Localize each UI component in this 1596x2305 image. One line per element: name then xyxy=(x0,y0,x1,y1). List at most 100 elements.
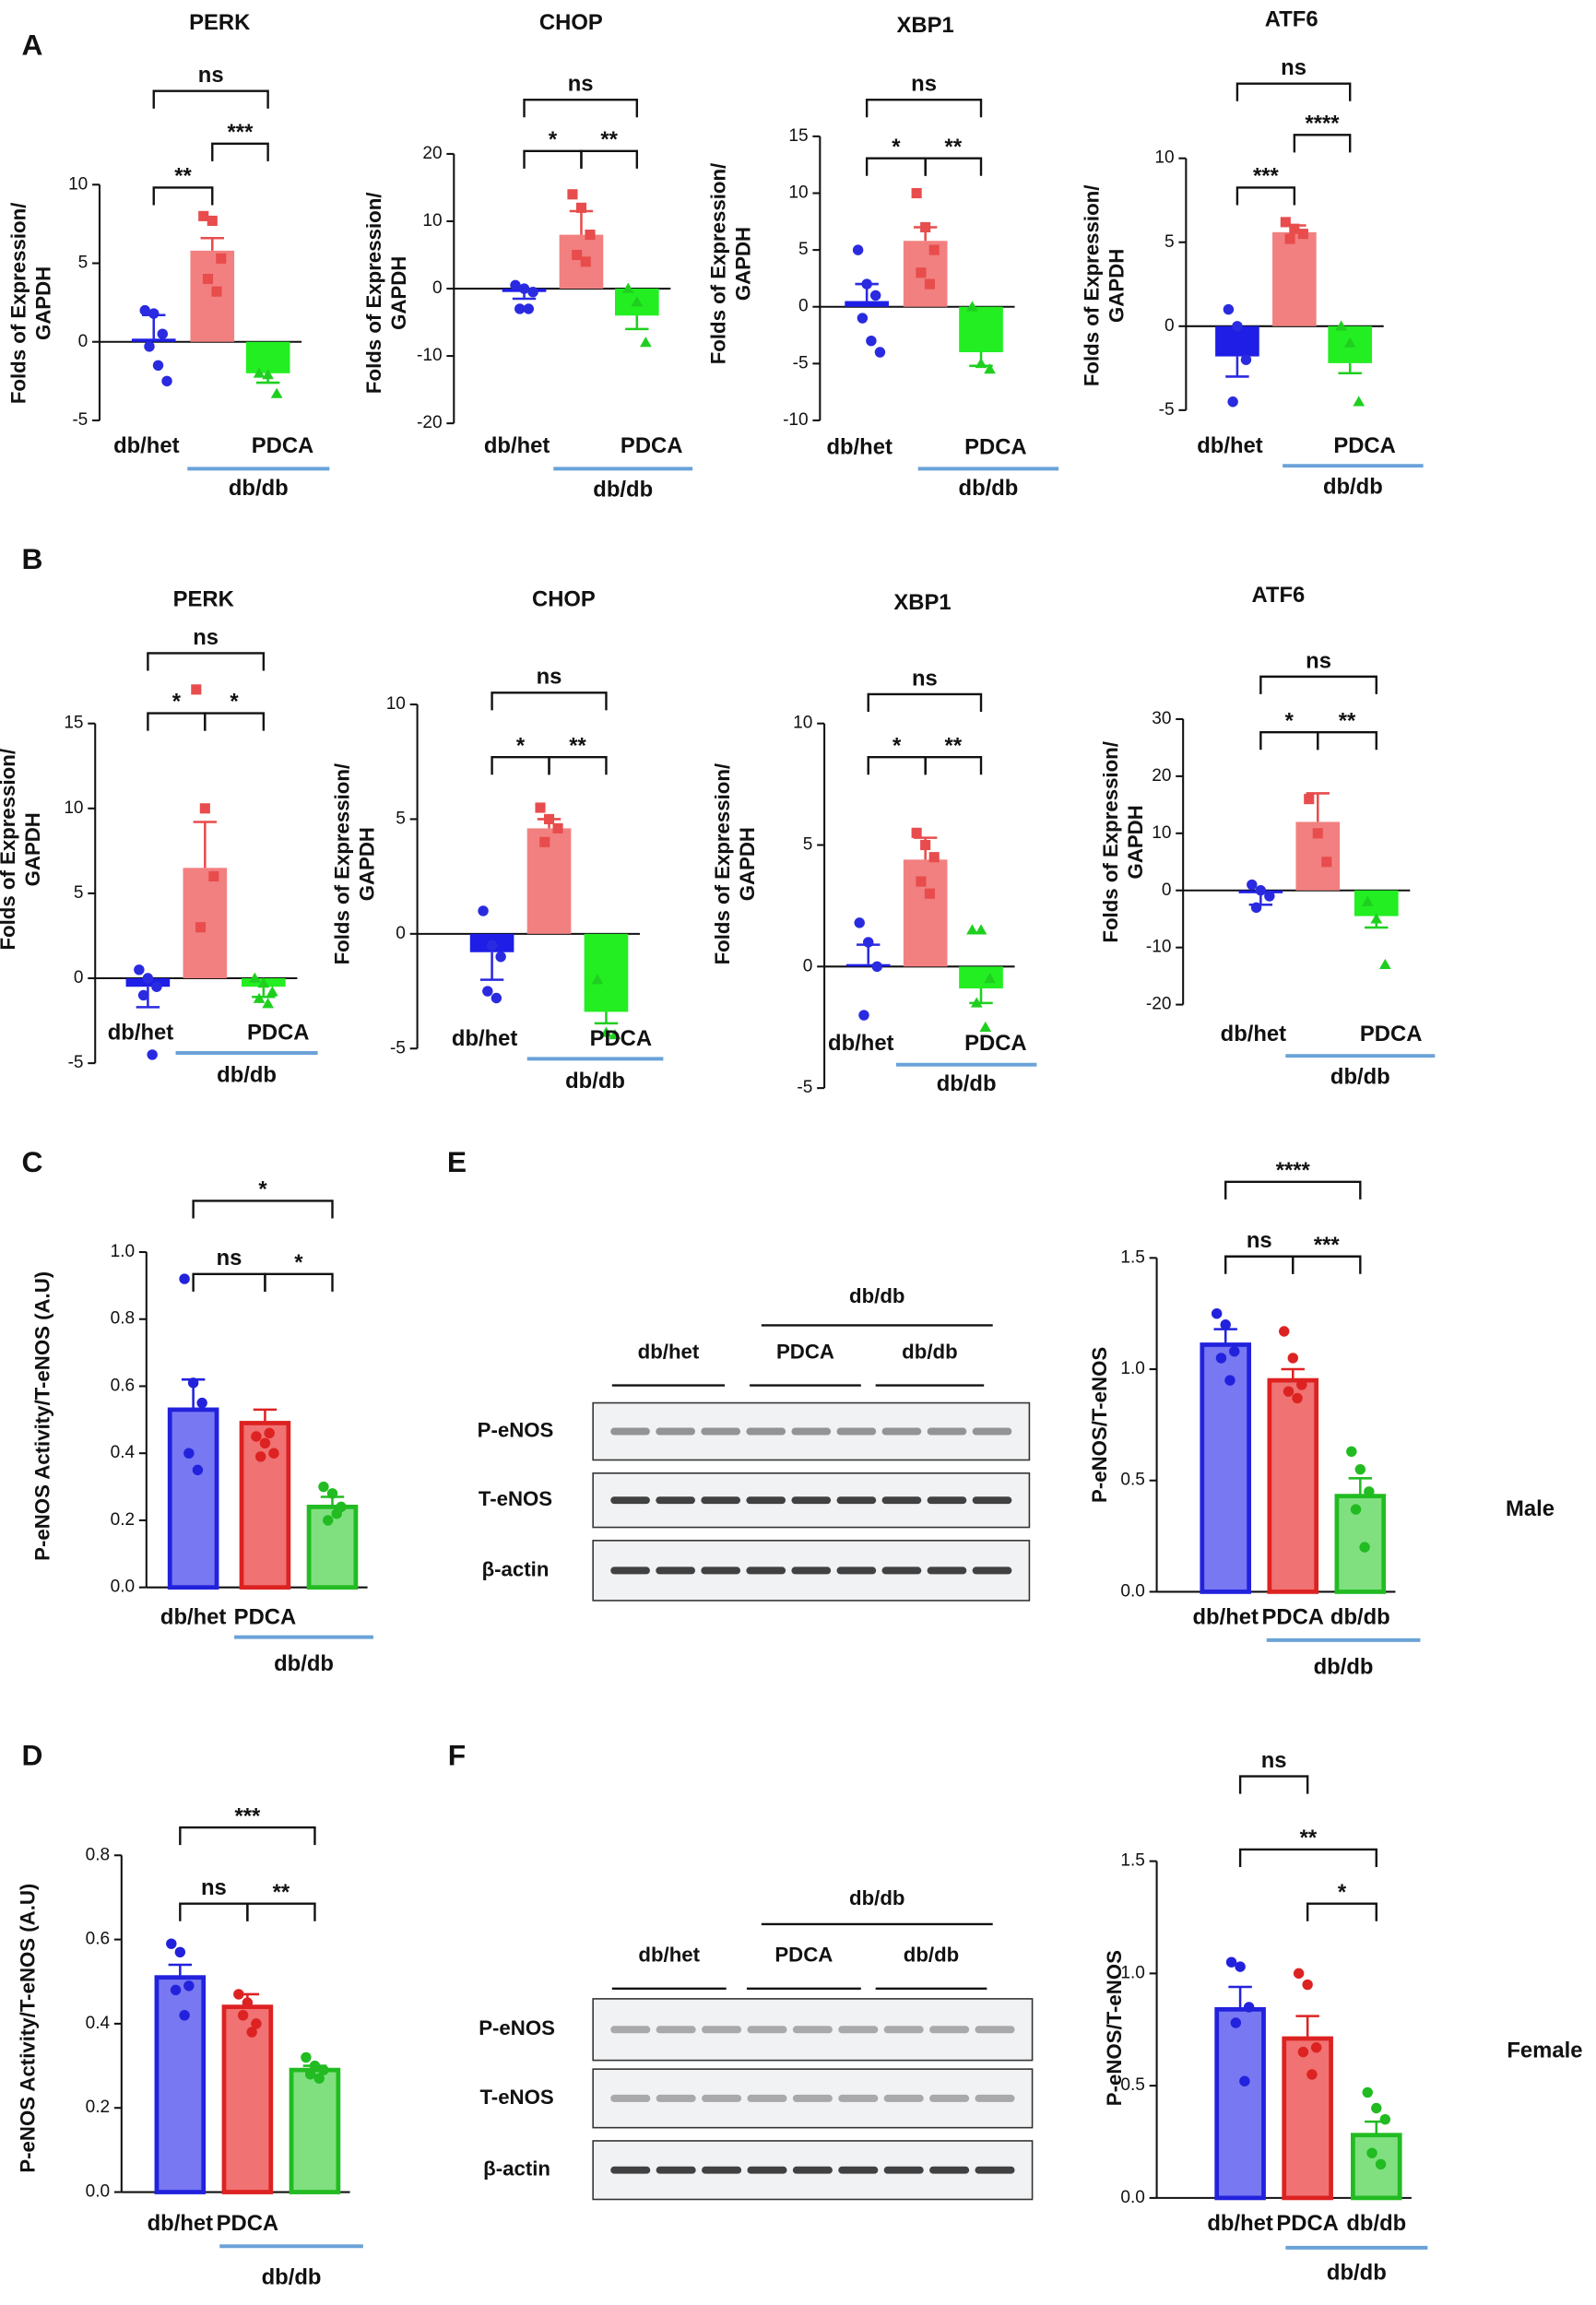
data-point xyxy=(1304,794,1315,805)
significance-label: ** xyxy=(174,164,192,189)
data-point xyxy=(1346,1446,1357,1458)
y-tick-label: 0.0 xyxy=(1120,2188,1144,2207)
y-tick-label: 10 xyxy=(68,174,88,194)
significance-bracket xyxy=(179,1826,316,1846)
y-tick-label: 30 xyxy=(1152,709,1171,728)
blot-band xyxy=(656,1427,695,1436)
y-tick-label: 5 xyxy=(396,809,406,828)
data-point xyxy=(259,1437,271,1448)
data-point xyxy=(639,337,652,348)
blot-band xyxy=(656,1566,695,1575)
bar xyxy=(154,1975,207,2194)
error-bar xyxy=(200,236,224,251)
data-point xyxy=(134,964,145,975)
x-tick-label: PDCA xyxy=(234,1604,296,1629)
y-tick-label: 5 xyxy=(798,240,809,259)
error-bar xyxy=(1228,1985,1252,2010)
data-point xyxy=(871,961,882,973)
blot-band xyxy=(747,2166,787,2174)
significance-label: ** xyxy=(273,1880,290,1905)
x-tick-label: db/het xyxy=(826,434,892,459)
significance-bracket xyxy=(1259,731,1319,751)
blot-band xyxy=(975,2026,1015,2034)
data-point xyxy=(527,286,538,298)
data-point xyxy=(858,1010,869,1021)
y-tick-label: 0.6 xyxy=(86,1930,110,1949)
y-tick-label: -5 xyxy=(1159,400,1175,420)
significance-bracket xyxy=(1317,731,1377,751)
chart-title: PERK xyxy=(173,587,234,612)
data-point xyxy=(1366,2147,1377,2158)
data-point xyxy=(928,244,940,255)
blot-band xyxy=(702,2026,742,2034)
blot-band xyxy=(972,1496,1012,1505)
significance-bracket xyxy=(924,157,983,176)
blot-band xyxy=(881,1427,922,1436)
error-bar xyxy=(969,988,993,1005)
group-label: db/db xyxy=(959,476,1019,501)
group-label: db/db xyxy=(593,477,653,502)
row-label: T-eNOS xyxy=(479,2086,553,2109)
row-label: P-eNOS xyxy=(479,2016,555,2039)
error-bar xyxy=(252,987,276,999)
data-point xyxy=(151,981,162,992)
y-tick-label: 10 xyxy=(793,714,812,733)
blot-band xyxy=(836,1496,877,1505)
blot-frame xyxy=(592,1401,1031,1461)
blot-band xyxy=(836,1566,877,1575)
error-bar xyxy=(1281,1367,1305,1381)
data-point xyxy=(137,989,149,1001)
panel-letter: C xyxy=(21,1145,42,1178)
group-label: db/db xyxy=(1327,2261,1387,2286)
blot-group-label: db/db xyxy=(849,1284,904,1307)
data-point xyxy=(318,2064,329,2075)
blot-band xyxy=(883,2166,924,2174)
blot-band xyxy=(656,2094,696,2102)
y-axis-label: P-eNOS/T-eNOS xyxy=(1088,1347,1111,1503)
data-point xyxy=(157,328,168,339)
y-axis-label: P-eNOS Activity/T-eNOS (A.U) xyxy=(17,1884,40,2173)
data-point xyxy=(1215,1353,1227,1364)
data-point xyxy=(621,282,634,293)
data-point xyxy=(1239,2075,1250,2086)
significance-label: * xyxy=(294,1250,303,1275)
data-point xyxy=(202,273,214,285)
data-point xyxy=(478,905,489,916)
error-bar xyxy=(1295,2015,1319,2039)
significance-label: *** xyxy=(1314,1233,1341,1258)
blot-band xyxy=(972,1566,1012,1575)
data-point xyxy=(911,827,922,838)
data-point xyxy=(1243,2002,1255,2013)
data-point xyxy=(139,304,150,316)
data-point xyxy=(514,303,526,314)
data-point xyxy=(318,1481,329,1493)
y-tick-label: -5 xyxy=(797,1078,812,1097)
data-point xyxy=(486,940,498,952)
significance-label: *** xyxy=(234,1803,261,1828)
y-axis-label: Folds of Expression/ xyxy=(1099,741,1122,943)
significance-label: * xyxy=(258,1177,267,1202)
significance-label: * xyxy=(893,733,902,758)
data-point xyxy=(207,215,218,227)
y-axis-label: GAPDH xyxy=(1105,249,1128,323)
significance-label: ** xyxy=(945,135,963,160)
y-tick-label: 1.0 xyxy=(1120,1359,1144,1378)
blot-frame xyxy=(592,1998,1034,2062)
data-point xyxy=(1289,223,1300,234)
blot-band xyxy=(746,1496,786,1505)
bar xyxy=(289,2067,341,2194)
y-axis-label: Folds of Expression/ xyxy=(706,163,729,365)
y-tick-label: 0 xyxy=(396,924,406,943)
side-label: Male xyxy=(1506,1496,1555,1521)
bar xyxy=(131,338,176,342)
data-point xyxy=(1296,1379,1307,1390)
chart-title: XBP1 xyxy=(893,590,951,615)
significance-label: * xyxy=(172,690,182,715)
y-tick-label: -5 xyxy=(72,410,88,430)
blot-band xyxy=(701,1427,741,1436)
data-point xyxy=(510,279,521,291)
significance-label: ns xyxy=(1261,1748,1287,1773)
data-point xyxy=(251,2018,262,2029)
significance-bracket xyxy=(152,89,269,109)
data-point xyxy=(195,922,207,933)
